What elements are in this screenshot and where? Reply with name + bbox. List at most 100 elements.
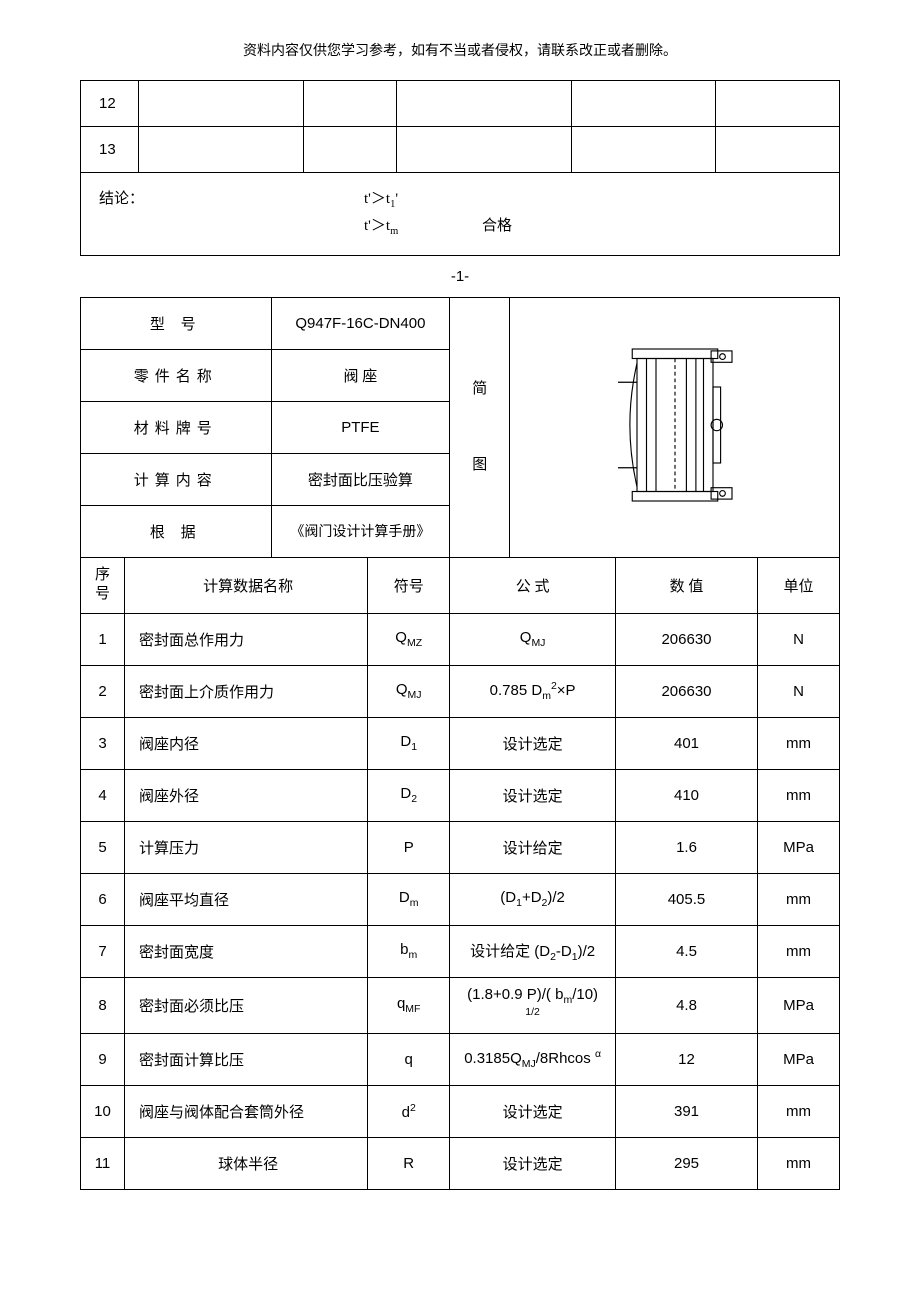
row-name: 密封面必须比压 xyxy=(125,977,368,1033)
row-formula: 设计选定 xyxy=(450,769,616,821)
table-row: 4阀座外径D2设计选定410mm xyxy=(81,769,840,821)
row-name: 球体半径 xyxy=(125,1137,368,1189)
row-unit: mm xyxy=(758,1085,840,1137)
row-symbol: bm xyxy=(368,925,450,977)
main-table: 型 号 Q947F-16C-DN400 简 图 xyxy=(80,297,840,1190)
row-seq: 8 xyxy=(81,977,125,1033)
header-formula: 公 式 xyxy=(450,557,616,613)
row-formula: (D1+D2)/2 xyxy=(450,873,616,925)
row-unit: mm xyxy=(758,769,840,821)
row-unit: mm xyxy=(758,925,840,977)
table-row: 11球体半径R设计选定295mm xyxy=(81,1137,840,1189)
row-name: 密封面上介质作用力 xyxy=(125,665,368,717)
empty-cell xyxy=(303,127,396,173)
part-value: 阀 座 xyxy=(271,349,450,401)
row-unit: MPa xyxy=(758,977,840,1033)
header-value: 数 值 xyxy=(616,557,758,613)
basis-value: 《阀门设计计算手册》 xyxy=(271,505,450,557)
row-unit: MPa xyxy=(758,1033,840,1085)
table-row: 2密封面上介质作用力QMJ0.785 Dm2×P206630N xyxy=(81,665,840,717)
material-value: PTFE xyxy=(271,401,450,453)
table-row: 7密封面宽度bm设计给定 (D2-D1)/24.5mm xyxy=(81,925,840,977)
row-seq: 6 xyxy=(81,873,125,925)
conclusion-cell: 结论： t'＞t1' t'＞tm 合格 xyxy=(81,173,840,256)
row-formula: 设计给定 xyxy=(450,821,616,873)
row-formula: (1.8+0.9 P)/( bm/10) 1/2 xyxy=(450,977,616,1033)
row-symbol: Dm xyxy=(368,873,450,925)
header-seq: 序号 xyxy=(81,557,125,613)
row-name: 阀座外径 xyxy=(125,769,368,821)
row-value: 4.5 xyxy=(616,925,758,977)
valve-diagram-icon xyxy=(580,330,770,520)
row-value: 391 xyxy=(616,1085,758,1137)
row-value: 206630 xyxy=(616,665,758,717)
meta-row: 型 号 Q947F-16C-DN400 简 图 xyxy=(81,297,840,349)
table-row: 1密封面总作用力QMZQMJ206630N xyxy=(81,613,840,665)
row-seq: 5 xyxy=(81,821,125,873)
empty-cell xyxy=(716,127,840,173)
row-value: 12 xyxy=(616,1033,758,1085)
row-unit: mm xyxy=(758,1137,840,1189)
row-name: 阀座平均直径 xyxy=(125,873,368,925)
row-value: 295 xyxy=(616,1137,758,1189)
empty-cell xyxy=(396,81,571,127)
table-row: 13 xyxy=(81,127,840,173)
header-name: 计算数据名称 xyxy=(125,557,368,613)
row-unit: mm xyxy=(758,873,840,925)
table-row: 12 xyxy=(81,81,840,127)
conclusion-line2: t'＞tm 合格 xyxy=(364,214,512,241)
row-symbol: D2 xyxy=(368,769,450,821)
model-label: 型 号 xyxy=(81,297,272,349)
empty-cell xyxy=(303,81,396,127)
row-value: 410 xyxy=(616,769,758,821)
row-symbol: d2 xyxy=(368,1085,450,1137)
row-symbol: P xyxy=(368,821,450,873)
row-symbol: QMJ xyxy=(368,665,450,717)
table-row: 6阀座平均直径Dm(D1+D2)/2405.5mm xyxy=(81,873,840,925)
row-formula: 0.785 Dm2×P xyxy=(450,665,616,717)
empty-cell xyxy=(138,127,303,173)
top-table: 12 13 结论： t'＞t1' t'＞tm xyxy=(80,80,840,256)
row-value: 1.6 xyxy=(616,821,758,873)
row-name: 密封面计算比压 xyxy=(125,1033,368,1085)
row-formula: 设计选定 xyxy=(450,1137,616,1189)
diagram-cell xyxy=(510,297,840,557)
row-unit: N xyxy=(758,665,840,717)
empty-cell xyxy=(396,127,571,173)
row-seq: 3 xyxy=(81,717,125,769)
row-value: 405.5 xyxy=(616,873,758,925)
calc-value: 密封面比压验算 xyxy=(271,453,450,505)
row-seq: 4 xyxy=(81,769,125,821)
row-name: 密封面总作用力 xyxy=(125,613,368,665)
diagram-label: 简 图 xyxy=(450,297,510,557)
empty-cell xyxy=(716,81,840,127)
row-symbol: R xyxy=(368,1137,450,1189)
row-symbol: QMZ xyxy=(368,613,450,665)
row-name: 阀座内径 xyxy=(125,717,368,769)
row-formula: 设计给定 (D2-D1)/2 xyxy=(450,925,616,977)
table-row: 9密封面计算比压q0.3185QMJ/8Rhcos α12MPa xyxy=(81,1033,840,1085)
row-formula: 设计选定 xyxy=(450,1085,616,1137)
row-seq: 1 xyxy=(81,613,125,665)
row-name: 密封面宽度 xyxy=(125,925,368,977)
calc-header-row: 序号 计算数据名称 符号 公 式 数 值 单位 xyxy=(81,557,840,613)
row-unit: mm xyxy=(758,717,840,769)
table-row: 3阀座内径D1设计选定401mm xyxy=(81,717,840,769)
header-note: 资料内容仅供您学习参考，如有不当或者侵权，请联系改正或者删除。 xyxy=(80,40,840,60)
row-seq: 9 xyxy=(81,1033,125,1085)
row-formula: QMJ xyxy=(450,613,616,665)
row-unit: N xyxy=(758,613,840,665)
row-value: 4.8 xyxy=(616,977,758,1033)
row-seq: 13 xyxy=(81,127,139,173)
conclusion-line1: t'＞t1' xyxy=(364,187,512,214)
row-name: 阀座与阀体配合套筒外径 xyxy=(125,1085,368,1137)
row-value: 206630 xyxy=(616,613,758,665)
row-seq: 10 xyxy=(81,1085,125,1137)
header-unit: 单位 xyxy=(758,557,840,613)
row-seq: 2 xyxy=(81,665,125,717)
calc-label: 计算内容 xyxy=(81,453,272,505)
empty-cell xyxy=(571,127,715,173)
table-row: 5计算压力P设计给定1.6MPa xyxy=(81,821,840,873)
row-formula: 0.3185QMJ/8Rhcos α xyxy=(450,1033,616,1085)
row-unit: MPa xyxy=(758,821,840,873)
